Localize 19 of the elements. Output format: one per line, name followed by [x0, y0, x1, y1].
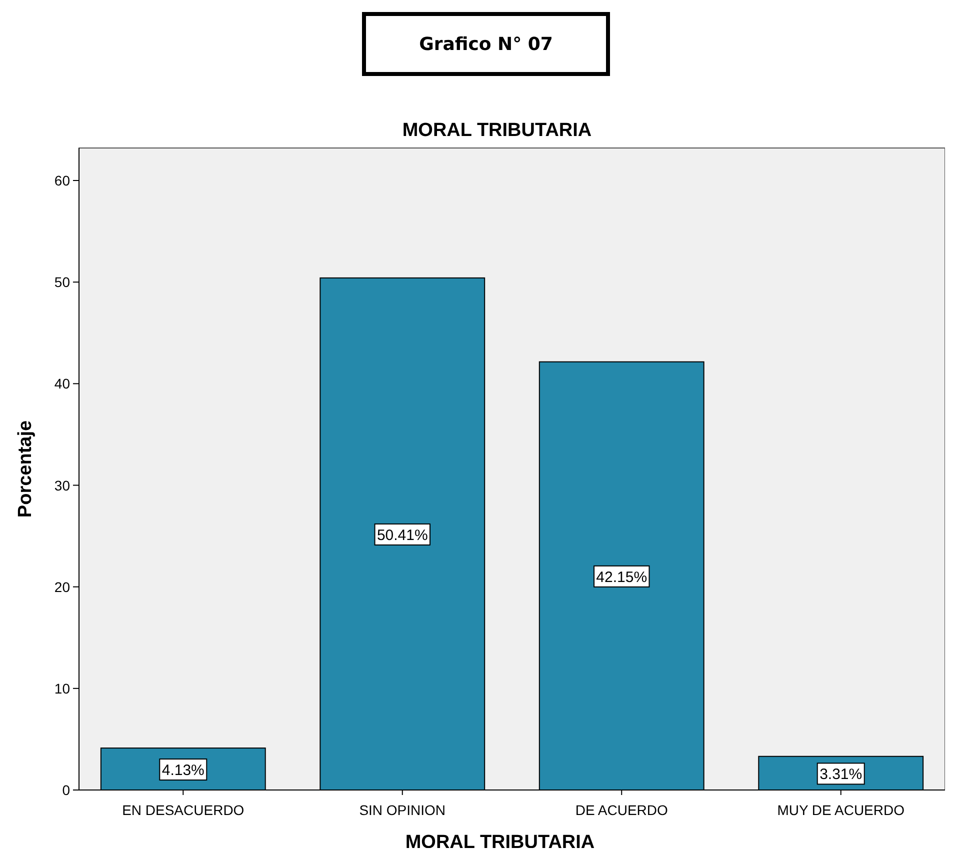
x-tick-label: EN DESACUERDO	[122, 802, 244, 818]
y-tick-label: 60	[54, 172, 70, 189]
x-tick-label: MUY DE ACUERDO	[777, 802, 905, 818]
y-axis-title: Porcentaje	[15, 420, 36, 518]
data-label: 3.31%	[820, 766, 862, 784]
chart-title: MORAL TRIBUTARIA	[402, 120, 592, 141]
y-tick-label: 10	[54, 680, 70, 696]
data-label: 42.15%	[596, 568, 648, 586]
y-tick-label: 50	[54, 274, 70, 290]
y-tick-label: 40	[54, 376, 70, 392]
y-tick-label: 30	[54, 477, 70, 494]
x-axis-title: MORAL TRIBUTARIA	[405, 832, 595, 853]
y-tick-label: 20	[54, 578, 70, 595]
data-label: 50.41%	[376, 526, 428, 544]
x-tick-label: SIN OPINION	[359, 802, 446, 818]
y-tick-label: 0	[62, 782, 70, 798]
data-label: 4.13%	[162, 762, 204, 780]
x-tick-label: DE ACUERDO	[575, 802, 668, 818]
text: Grafico N° 07	[419, 34, 553, 55]
